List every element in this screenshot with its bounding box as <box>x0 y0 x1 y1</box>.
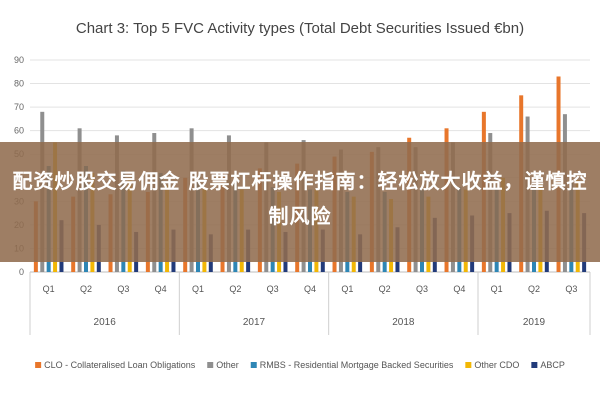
x-tick-label: Q3 <box>117 284 129 294</box>
x-tick-label: Q1 <box>341 284 353 294</box>
y-tick-label: 90 <box>14 55 24 65</box>
legend: CLO - Collateralised Loan Obligations Oth… <box>35 360 565 370</box>
legend-item: CLO - Collateralised Loan Obligations <box>35 360 196 370</box>
x-tick-label: Q2 <box>229 284 241 294</box>
legend-item: RMBS - Residential Mortgage Backed Secur… <box>250 360 454 370</box>
promo-overlay-banner: 配资炒股交易佣金 股票杠杆操作指南：轻松放大收益，谨慎控制风险 <box>0 142 600 262</box>
legend-swatch <box>465 362 472 368</box>
y-tick-label: 0 <box>19 267 24 277</box>
x-tick-label: Q2 <box>379 284 391 294</box>
x-year-label: 2016 <box>94 317 117 328</box>
x-year-label: 2017 <box>243 317 266 328</box>
legend-swatch <box>250 362 257 368</box>
legend-item: Other CDO <box>465 360 519 370</box>
x-tick-label: Q4 <box>453 284 465 294</box>
y-tick-label: 80 <box>14 79 24 89</box>
x-tick-label: Q1 <box>43 284 55 294</box>
x-axis: Q1 Q2 Q3 Q4 Q1 Q2 Q3 Q4 Q1 Q2 Q3 Q4 Q1 Q2 Q3 2016 2017 20… <box>29 272 591 335</box>
legend-label: ABCP <box>540 360 565 370</box>
x-tick-label: Q3 <box>565 284 577 294</box>
legend-label: Other CDO <box>474 360 519 370</box>
x-year-label: 2018 <box>392 317 415 328</box>
y-tick-label: 60 <box>14 126 24 136</box>
legend-swatch <box>35 362 42 368</box>
x-tick-label: Q1 <box>192 284 204 294</box>
legend-swatch <box>531 362 538 368</box>
legend-label: CLO - Collateralised Loan Obligations <box>44 360 196 370</box>
chart-title: Chart 3: Top 5 FVC Activity types (Total… <box>76 20 524 37</box>
x-tick-label: Q1 <box>491 284 503 294</box>
legend-label: Other <box>216 360 239 370</box>
x-tick-label: Q3 <box>416 284 428 294</box>
legend-item: Other <box>207 360 239 370</box>
x-tick-label: Q2 <box>80 284 92 294</box>
overlay-text: 配资炒股交易佣金 股票杠杆操作指南：轻松放大收益，谨慎控制风险 <box>12 169 588 228</box>
y-tick-label: 70 <box>14 102 24 112</box>
x-tick-label: Q4 <box>155 284 167 294</box>
x-year-label: 2019 <box>523 317 546 328</box>
x-tick-label: Q3 <box>267 284 279 294</box>
legend-swatch <box>207 362 214 368</box>
legend-label: RMBS - Residential Mortgage Backed Secur… <box>260 360 454 370</box>
x-tick-label: Q2 <box>528 284 540 294</box>
x-tick-label: Q4 <box>304 284 316 294</box>
legend-item: ABCP <box>531 360 565 370</box>
